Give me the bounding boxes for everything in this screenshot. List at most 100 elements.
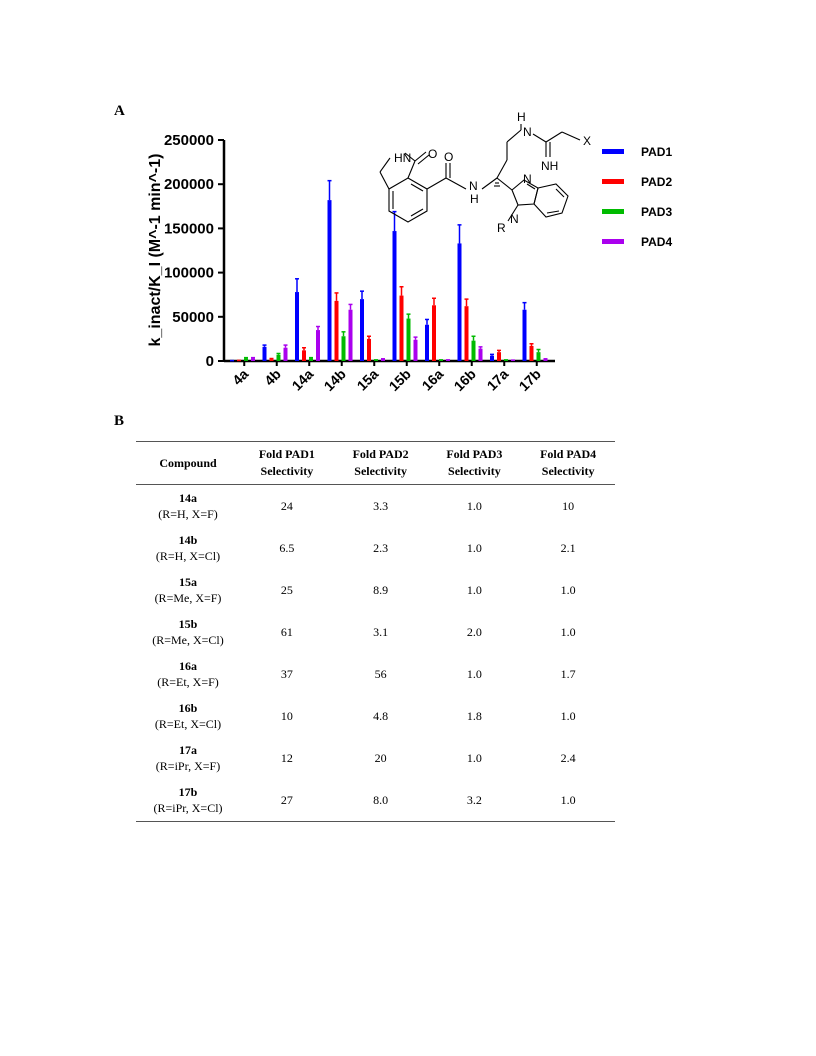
x-tick-label: 14a [289, 366, 317, 394]
header-pad3-line2: Selectivity [448, 464, 501, 478]
selectivity-cell: 1.0 [466, 541, 482, 555]
compound-cell: 14a (R=H, X=F) [136, 485, 240, 528]
x-tick-label: 4b [261, 366, 284, 389]
selectivity-cell: 56 [374, 667, 387, 681]
legend-swatch-pad4 [602, 239, 624, 244]
selectivity-cell: 1.7 [560, 667, 576, 681]
compound-substituents: (R=Me, X=Cl) [152, 633, 224, 647]
selectivity-cell: 1.0 [466, 667, 482, 681]
compound-cell: 14b (R=H, X=Cl) [136, 527, 240, 569]
guanidine-n-label: N [523, 125, 532, 139]
table-row: 16b (R=Et, X=Cl) 10 4.8 1.8 1.0 [136, 695, 615, 737]
compound-cell: 15b (R=Me, X=Cl) [136, 611, 240, 653]
bar-pad3-4b [276, 354, 281, 361]
header-pad1-line2: Selectivity [260, 464, 314, 478]
selectivity-cell: 1.0 [560, 583, 576, 597]
bar-pad3-14a [309, 358, 313, 361]
compound-cell: 16b (R=Et, X=Cl) [136, 695, 240, 737]
bar-pad1-15a [360, 299, 364, 361]
selectivity-cell: 6.5 [279, 541, 295, 555]
y-tick-label: 50000 [172, 309, 214, 326]
bar-pad2-16b [464, 306, 469, 361]
bar-pad2-14a [302, 350, 306, 361]
table-row: 15a (R=Me, X=F) 25 8.9 1.0 1.0 [136, 569, 615, 611]
legend-label-pad2: PAD2 [641, 175, 672, 189]
selectivity-cell: 3.3 [373, 499, 389, 513]
bar-pad4-15a [381, 359, 385, 361]
bar-pad2-17b [529, 345, 534, 361]
amide-h-label: H [470, 192, 479, 206]
selectivity-cell: 61 [280, 625, 293, 639]
selectivity-cell: 2.0 [466, 625, 482, 639]
header-pad3: Fold PAD3 Selectivity [428, 442, 522, 485]
panel-b-label: B [114, 413, 125, 429]
bar-pad1-15b [392, 231, 397, 361]
bar-pad3-14b [341, 336, 346, 361]
selectivity-cell: 25 [280, 583, 293, 597]
compound-name: 14a [179, 491, 197, 505]
selectivity-cell: 12 [280, 751, 293, 765]
compound-substituents: (R=H, X=F) [158, 507, 218, 521]
table-row: 17b (R=iPr, X=Cl) 27 8.0 3.2 1.0 [136, 779, 615, 822]
selectivity-cell: 8.0 [373, 793, 389, 807]
header-pad1-line1: Fold PAD1 [258, 447, 315, 461]
table-row: 16a (R=Et, X=F) 37 56 1.0 1.7 [136, 653, 615, 695]
imidazole-n-label: N [523, 172, 532, 186]
bar-pad4-14a [316, 330, 320, 361]
bar-pad1-16b [457, 243, 462, 361]
selectivity-cell: 3.2 [466, 793, 482, 807]
amide-oxygen-label: O [444, 150, 453, 164]
selectivity-cell: 1.0 [466, 583, 482, 597]
table-row: 17a (R=iPr, X=F) 12 20 1.0 2.4 [136, 737, 615, 779]
selectivity-cell: 10 [280, 709, 293, 723]
compound-cell: 15a (R=Me, X=F) [136, 569, 240, 611]
selectivity-cell: 1.0 [560, 793, 576, 807]
chart-legend: PAD1 PAD2 PAD3 PAD4 [602, 145, 672, 249]
selectivity-cell: 24 [280, 499, 293, 513]
bar-pad1-17b [522, 309, 527, 361]
guanidine-h-label: H [517, 110, 526, 124]
header-compound: Compound [136, 442, 240, 485]
table-row: 14a (R=H, X=F) 24 3.3 1.0 10 [136, 485, 615, 528]
header-pad2-line2: Selectivity [354, 464, 407, 478]
bar-pad1-14a [295, 292, 299, 361]
compound-name: 16a [179, 659, 197, 673]
compound-name: 17a [179, 743, 197, 757]
header-pad4: Fold PAD4 Selectivity [521, 442, 615, 485]
selectivity-table: Compound Fold PAD1 Selectivity Fold PAD2 S… [136, 441, 615, 822]
panel-a-label: A [114, 103, 125, 119]
x-tick-label: 17a [484, 366, 512, 394]
header-pad4-line1: Fold PAD4 [540, 447, 597, 461]
compound-substituents: (R=iPr, X=Cl) [153, 801, 223, 815]
legend-swatch-pad2 [602, 179, 624, 184]
x-tick-label: 15a [354, 366, 382, 394]
bar-pad2-14b [334, 300, 339, 361]
halogen-x-label: X [583, 134, 591, 148]
selectivity-cell: 20 [374, 751, 387, 765]
header-pad4-line2: Selectivity [541, 464, 595, 478]
amide-n-label: N [469, 179, 478, 193]
legend-swatch-pad1 [602, 149, 624, 154]
compound-substituents: (R=Me, X=F) [154, 591, 222, 605]
bar-pad3-16b [471, 340, 476, 361]
selectivity-cell: 1.0 [466, 499, 482, 513]
header-pad3-line1: Fold PAD3 [446, 447, 503, 461]
header-pad2: Fold PAD2 Selectivity [334, 442, 428, 485]
r-group-label: R [497, 221, 506, 235]
header-pad2-line1: Fold PAD2 [352, 447, 409, 461]
selectivity-cell: 27 [280, 793, 293, 807]
selectivity-cell: 37 [280, 667, 293, 681]
bar-pad3-4a [244, 358, 248, 361]
selectivity-cell: 1.8 [466, 709, 482, 723]
compound-name: 15a [179, 575, 197, 589]
bar-pad4-16b [478, 348, 483, 361]
legend-swatch-pad3 [602, 209, 624, 214]
bar-pad2-4b [269, 359, 274, 361]
legend-label-pad1: PAD1 [641, 145, 672, 159]
selectivity-cell: 2.4 [560, 751, 576, 765]
selectivity-cell: 1.0 [560, 625, 576, 639]
bar-pad1-14b [327, 200, 332, 361]
compound-name: 16b [178, 701, 198, 715]
bar-pad1-16a [425, 324, 429, 361]
compound-substituents: (R=H, X=Cl) [155, 549, 221, 563]
